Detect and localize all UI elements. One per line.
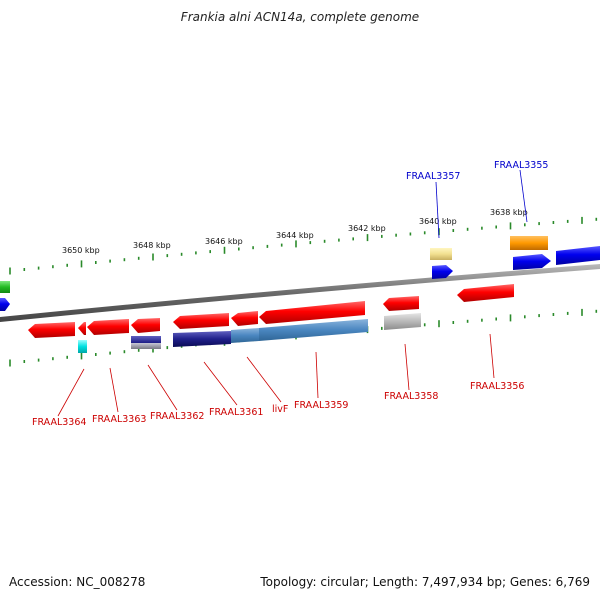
gene-label-fraal3357[interactable]: FRAAL3357 — [406, 171, 460, 182]
gene-feature[interactable] — [384, 313, 421, 330]
gene-feature[interactable] — [28, 322, 75, 338]
gene-feature[interactable] — [131, 318, 160, 333]
gene-feature[interactable] — [0, 281, 10, 293]
gene-feature[interactable] — [131, 343, 161, 349]
leader-line — [519, 169, 528, 223]
gene-feature[interactable] — [78, 340, 87, 353]
leader-line — [147, 364, 178, 411]
map-title: Frankia alni ACN14a, complete genome — [180, 10, 420, 24]
leader-line — [489, 333, 495, 379]
leader-line — [315, 351, 319, 399]
kbp-label: 3642 kbp — [348, 224, 386, 233]
label-leader-lines — [57, 169, 528, 417]
kbp-label: 3650 kbp — [62, 246, 100, 255]
genome-backbone — [0, 264, 600, 322]
gene-feature[interactable] — [231, 328, 259, 343]
reverse-gene-labels: FRAAL3364 FRAAL3363 FRAAL3362 FRAAL3361 … — [32, 381, 524, 428]
leader-line — [109, 367, 119, 413]
gene-label-fraal3361[interactable]: FRAAL3361 — [209, 407, 263, 418]
gene-label-fraal3362[interactable]: FRAAL3362 — [150, 411, 204, 422]
kbp-labels: 3650 kbp 3648 kbp 3646 kbp 3644 kbp 3642… — [62, 208, 528, 255]
gene-feature[interactable] — [383, 296, 419, 311]
leader-line — [57, 368, 85, 417]
gene-label-fraal3356[interactable]: FRAAL3356 — [470, 381, 524, 392]
leader-line — [203, 361, 238, 406]
gene-feature[interactable] — [231, 311, 258, 326]
gene-label-livf[interactable]: livF — [272, 404, 288, 415]
leader-line — [246, 356, 282, 403]
forward-gene-labels: FRAAL3357 FRAAL3355 — [406, 160, 548, 182]
gene-feature[interactable] — [432, 265, 453, 279]
gene-label-fraal3359[interactable]: FRAAL3359 — [294, 400, 348, 411]
gene-feature[interactable] — [513, 254, 551, 270]
gene-feature[interactable] — [78, 322, 86, 335]
kbp-label: 3648 kbp — [133, 241, 171, 250]
gene-feature[interactable] — [173, 331, 231, 347]
kbp-label: 3638 kbp — [490, 208, 528, 217]
gene-label-fraal3363[interactable]: FRAAL3363 — [92, 414, 146, 425]
gene-feature[interactable] — [556, 246, 600, 265]
gene-feature[interactable] — [259, 319, 368, 341]
reverse-features — [28, 284, 514, 353]
gene-label-fraal3364[interactable]: FRAAL3364 — [32, 417, 86, 428]
gene-label-fraal3358[interactable]: FRAAL3358 — [384, 391, 438, 402]
gene-feature[interactable] — [0, 298, 10, 311]
gene-feature[interactable] — [510, 236, 548, 250]
leader-line — [404, 343, 410, 391]
gene-feature[interactable] — [457, 284, 514, 302]
accession-text: Accession: NC_008278 — [9, 575, 146, 589]
outer-tick-row — [9, 216, 598, 275]
gene-label-fraal3355[interactable]: FRAAL3355 — [494, 160, 548, 171]
gene-feature[interactable] — [87, 319, 129, 335]
leader-line — [435, 181, 440, 239]
forward-features — [0, 236, 600, 311]
gene-feature[interactable] — [430, 248, 452, 260]
gene-feature[interactable] — [259, 301, 365, 324]
kbp-label: 3644 kbp — [276, 231, 314, 240]
gene-feature[interactable] — [173, 313, 229, 329]
topology-text: Topology: circular; Length: 7,497,934 bp… — [260, 575, 590, 589]
kbp-label: 3646 kbp — [205, 237, 243, 246]
